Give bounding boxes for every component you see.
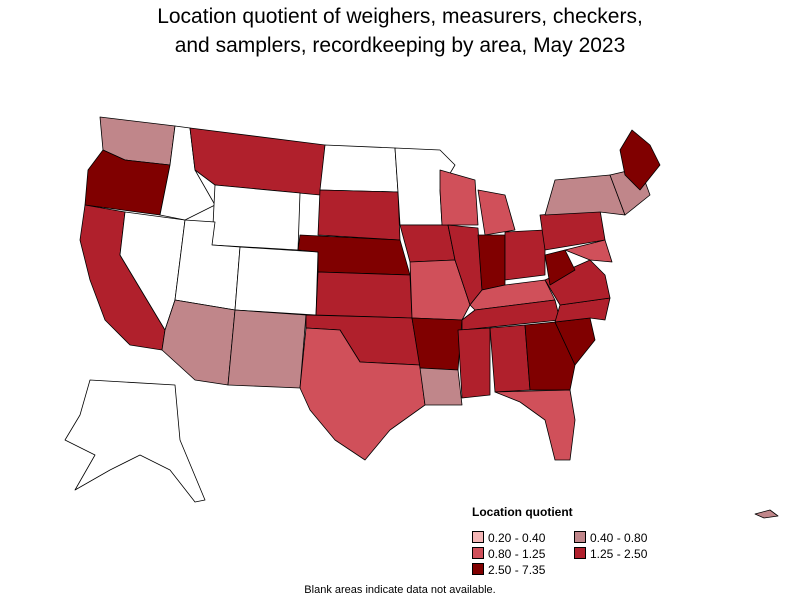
region-alabama	[489, 324, 531, 393]
region-wisconsin	[439, 169, 479, 226]
legend-item-1: 0.40 - 0.80	[574, 531, 647, 545]
legend-label: 0.40 - 0.80	[590, 531, 648, 545]
legend-swatch	[574, 531, 586, 543]
region-new-mexico	[227, 309, 307, 389]
region-south-dakota	[317, 189, 401, 241]
legend-item-3: 1.25 - 2.50	[574, 547, 647, 561]
region-new-york	[544, 174, 626, 216]
region-colorado	[234, 246, 319, 316]
title-line-1: Location quotient of weighers, measurers…	[157, 5, 643, 28]
legend-label: 0.20 - 0.40	[488, 531, 546, 545]
region-maine	[619, 129, 661, 191]
region-virginia	[544, 259, 611, 306]
legend-swatch	[472, 547, 484, 559]
map-title: Location quotient of weighers, measurers…	[0, 2, 800, 60]
region-tennessee	[461, 299, 561, 331]
legend-item-2: 0.80 - 1.25	[472, 547, 545, 561]
region-montana	[189, 127, 326, 196]
legend-label: 1.25 - 2.50	[590, 547, 648, 561]
legend-title: Location quotient	[472, 505, 573, 519]
region-north-dakota	[319, 144, 399, 193]
title-line-2: and samplers, recordkeeping by area, May…	[174, 34, 626, 57]
region-wyoming	[211, 184, 301, 251]
region-michigan	[477, 189, 516, 236]
region-ohio	[504, 229, 546, 281]
region-hawaii	[754, 509, 779, 519]
legend-swatch	[472, 563, 484, 575]
legend-label: 0.80 - 1.25	[488, 547, 546, 561]
footnote: Blank areas indicate data not available.	[304, 584, 496, 596]
legend-swatch	[574, 547, 586, 559]
region-west-virginia	[544, 249, 576, 286]
region-kansas	[315, 271, 413, 319]
region-alaska	[64, 379, 206, 503]
region-indiana	[477, 234, 506, 291]
region-louisiana	[419, 367, 463, 406]
legend-item-4: 2.50 - 7.35	[472, 563, 545, 577]
legend-swatch	[472, 531, 484, 543]
region-arizona	[161, 299, 236, 386]
region-missouri	[409, 259, 471, 321]
region-arkansas	[411, 317, 463, 371]
region-texas	[299, 327, 426, 461]
legend-item-0: 0.20 - 0.40	[472, 531, 545, 545]
legend-label: 2.50 - 7.35	[488, 563, 546, 577]
region-mississippi	[457, 327, 491, 399]
region-florida	[494, 389, 576, 461]
region-iowa	[399, 224, 456, 263]
us-map	[64, 116, 779, 519]
region-mid-atlantic	[564, 239, 613, 263]
